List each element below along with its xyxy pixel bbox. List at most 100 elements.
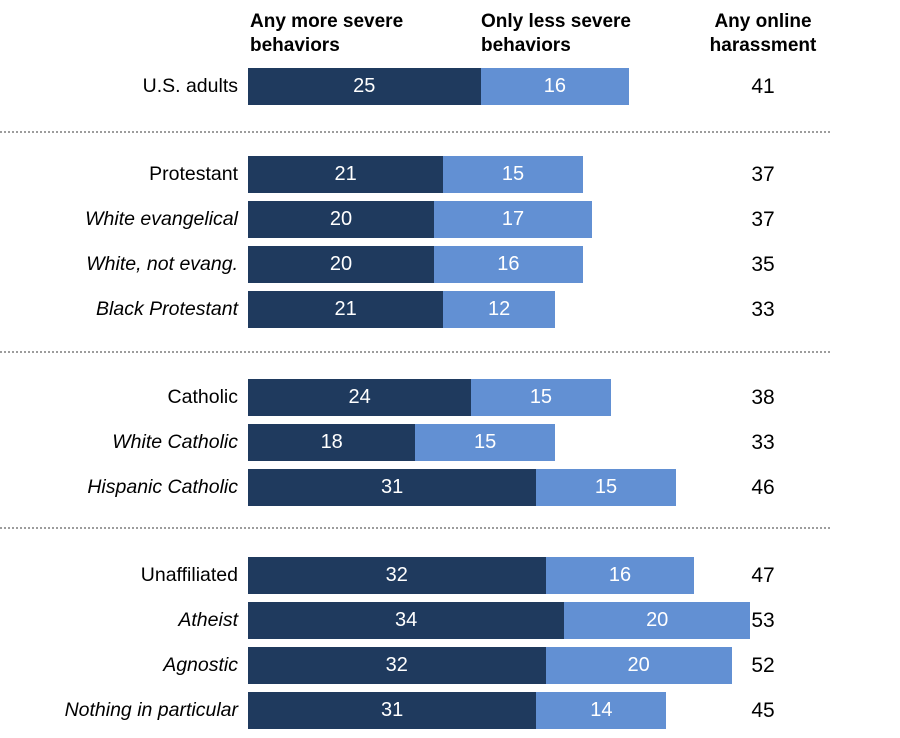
section-protestant: Protestant 21 15 37 White evangelical 20 17 37 W… <box>0 156 900 328</box>
header-any-online-harassment: Any online harassment <box>709 11 817 56</box>
stacked-bar: 18 15 <box>248 424 555 461</box>
row-label: Hispanic Catholic <box>87 476 238 498</box>
bar-segment-less-severe: 20 <box>564 602 751 639</box>
chart-row: White, not evang. 20 16 35 <box>0 246 900 283</box>
row-label: White evangelical <box>85 208 238 230</box>
bar-segment-less-severe: 15 <box>536 469 676 506</box>
bar-segment-severe: 32 <box>248 647 546 684</box>
bar-segment-less-severe-value: 15 <box>594 476 618 498</box>
chart-row: Nothing in particular 31 14 45 <box>0 692 900 729</box>
chart-row: White evangelical 20 17 37 <box>0 201 900 238</box>
bar-segment-severe-value: 34 <box>394 609 418 631</box>
row-total: 52 <box>751 654 775 677</box>
row-total: 38 <box>751 386 775 409</box>
bar-segment-severe: 25 <box>248 68 481 105</box>
section-divider <box>0 131 830 133</box>
bar-segment-less-severe: 15 <box>443 156 583 193</box>
chart-row: Unaffiliated 32 16 47 <box>0 557 900 594</box>
bar-segment-severe-value: 20 <box>329 208 353 230</box>
bar-segment-severe-value: 21 <box>334 163 357 185</box>
bar-segment-less-severe: 20 <box>545 647 732 684</box>
chart-row: Atheist 34 20 53 <box>0 602 900 639</box>
row-label: Nothing in particular <box>64 699 238 721</box>
bar-segment-severe-value: 31 <box>381 699 404 721</box>
bar-segment-severe: 31 <box>248 692 537 729</box>
bar-segment-less-severe-value: 15 <box>501 163 525 185</box>
row-total: 33 <box>751 431 775 454</box>
section-divider <box>0 351 830 353</box>
bar-segment-less-severe-value: 15 <box>529 386 553 408</box>
bar-segment-less-severe: 12 <box>443 291 555 328</box>
bar-segment-less-severe: 17 <box>434 201 593 238</box>
bar-segment-severe: 20 <box>248 246 434 283</box>
bar-segment-severe: 32 <box>248 557 546 594</box>
bar-segment-less-severe-value: 14 <box>590 699 613 721</box>
row-label: White, not evang. <box>86 253 238 275</box>
row-total: 37 <box>751 163 775 186</box>
bar-segment-less-severe-value: 16 <box>608 564 632 586</box>
row-total: 35 <box>751 253 775 276</box>
bar-segment-severe: 20 <box>248 201 434 238</box>
bar-segment-less-severe: 16 <box>480 68 630 105</box>
bar-segment-severe-value: 24 <box>348 386 371 408</box>
chart-row: Hispanic Catholic 31 15 46 <box>0 469 900 506</box>
header-any-more-severe: Any more severe behaviors <box>250 11 404 56</box>
column-headers: Any more severe behaviors Only less seve… <box>0 10 900 68</box>
stacked-bar: 20 17 <box>248 201 593 238</box>
stacked-bar: 21 15 <box>248 156 583 193</box>
bar-segment-less-severe: 15 <box>415 424 555 461</box>
row-label: U.S. adults <box>142 75 238 97</box>
chart-row: White Catholic 18 15 33 <box>0 424 900 461</box>
stacked-bar: 31 15 <box>248 469 676 506</box>
header-only-less-severe: Only less severe behaviors <box>481 11 631 56</box>
row-label: Black Protestant <box>96 298 238 320</box>
row-total: 46 <box>751 476 775 499</box>
bar-segment-severe-value: 25 <box>353 75 376 97</box>
bar-segment-less-severe-value: 20 <box>627 654 650 676</box>
bar-segment-less-severe-value: 16 <box>497 253 520 275</box>
stacked-bar: 31 14 <box>248 692 667 729</box>
bar-segment-severe-value: 32 <box>385 654 408 676</box>
bar-segment-severe: 21 <box>248 291 444 328</box>
bar-segment-severe: 18 <box>248 424 416 461</box>
chart-row: Agnostic 32 20 52 <box>0 647 900 684</box>
row-total: 47 <box>751 564 775 587</box>
section-divider <box>0 527 830 529</box>
chart-row: Catholic 24 15 38 <box>0 379 900 416</box>
bar-segment-severe: 34 <box>248 602 565 639</box>
row-label: Agnostic <box>163 654 238 676</box>
bar-segment-severe-value: 18 <box>320 431 343 453</box>
row-total: 45 <box>751 699 775 722</box>
bar-segment-less-severe-value: 17 <box>501 208 525 230</box>
chart-row: U.S. adults 25 16 41 <box>0 68 900 105</box>
bar-segment-severe: 24 <box>248 379 472 416</box>
section-us-adults: U.S. adults 25 16 41 <box>0 68 900 105</box>
stacked-bar: 34 20 <box>248 602 751 639</box>
bar-segment-less-severe: 14 <box>536 692 667 729</box>
stacked-bar: 25 16 <box>248 68 630 105</box>
chart-row: Black Protestant 21 12 33 <box>0 291 900 328</box>
chart-row: Protestant 21 15 37 <box>0 156 900 193</box>
bar-segment-severe-value: 20 <box>329 253 353 275</box>
bar-segment-less-severe: 16 <box>545 557 695 594</box>
section-catholic: Catholic 24 15 38 White Catholic 18 15 33 Hispan… <box>0 379 900 506</box>
row-total: 37 <box>751 208 775 231</box>
bar-segment-severe-value: 31 <box>381 476 404 498</box>
row-label: Catholic <box>167 386 238 408</box>
bar-segment-less-severe-value: 16 <box>543 75 567 97</box>
bar-segment-severe-value: 21 <box>334 298 357 320</box>
row-total: 53 <box>751 609 775 632</box>
stacked-bar: 24 15 <box>248 379 611 416</box>
bar-segment-less-severe-value: 20 <box>646 609 669 631</box>
stacked-bar: 20 16 <box>248 246 583 283</box>
row-label: Atheist <box>178 609 238 631</box>
stacked-bar: 32 16 <box>248 557 695 594</box>
bar-segment-severe-value: 32 <box>385 564 408 586</box>
row-label: White Catholic <box>112 431 238 453</box>
bar-segment-less-severe-value: 12 <box>487 298 511 320</box>
stacked-bar: 21 12 <box>248 291 555 328</box>
row-total: 41 <box>751 75 775 98</box>
section-unaffiliated: Unaffiliated 32 16 47 Atheist 34 20 53 Agnostic 3… <box>0 557 900 729</box>
bar-segment-less-severe-value: 15 <box>474 431 497 453</box>
